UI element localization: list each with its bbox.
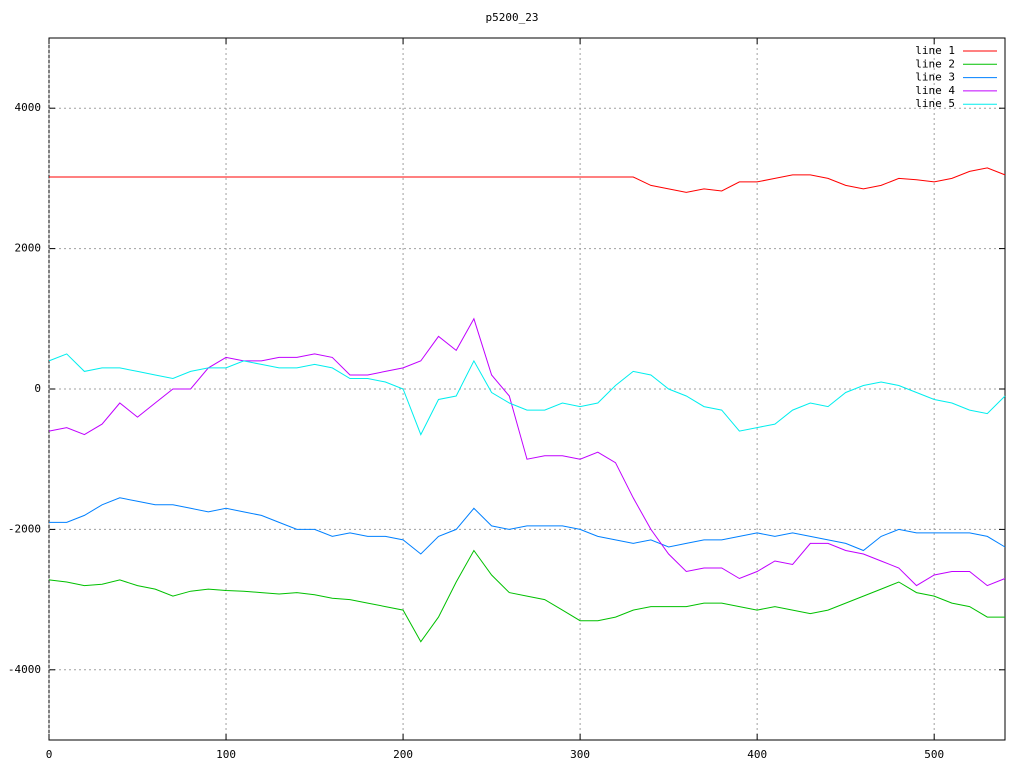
legend-label: line 4 <box>915 84 955 97</box>
x-tick-label: 200 <box>393 748 413 761</box>
x-tick-label: 400 <box>747 748 767 761</box>
y-tick-label: -4000 <box>8 663 41 676</box>
y-tick-label: 4000 <box>15 101 42 114</box>
legend-label: line 2 <box>915 57 955 70</box>
data-line <box>48 353 1006 436</box>
legend-label: line 3 <box>915 71 955 84</box>
legend-label: line 5 <box>915 97 955 110</box>
chart-title: p5200_23 <box>486 11 539 24</box>
data-line <box>48 549 1005 643</box>
legend-label: line 1 <box>915 44 955 57</box>
data-line <box>49 167 1006 193</box>
x-tick-label: 500 <box>924 748 944 761</box>
x-tick-label: 0 <box>46 748 53 761</box>
data-line <box>49 497 1006 555</box>
x-tick-label: 100 <box>216 748 236 761</box>
x-tick-label: 300 <box>570 748 590 761</box>
y-tick-label: -2000 <box>8 522 41 535</box>
y-tick-label: 0 <box>34 382 41 395</box>
y-tick-label: 2000 <box>15 242 42 255</box>
